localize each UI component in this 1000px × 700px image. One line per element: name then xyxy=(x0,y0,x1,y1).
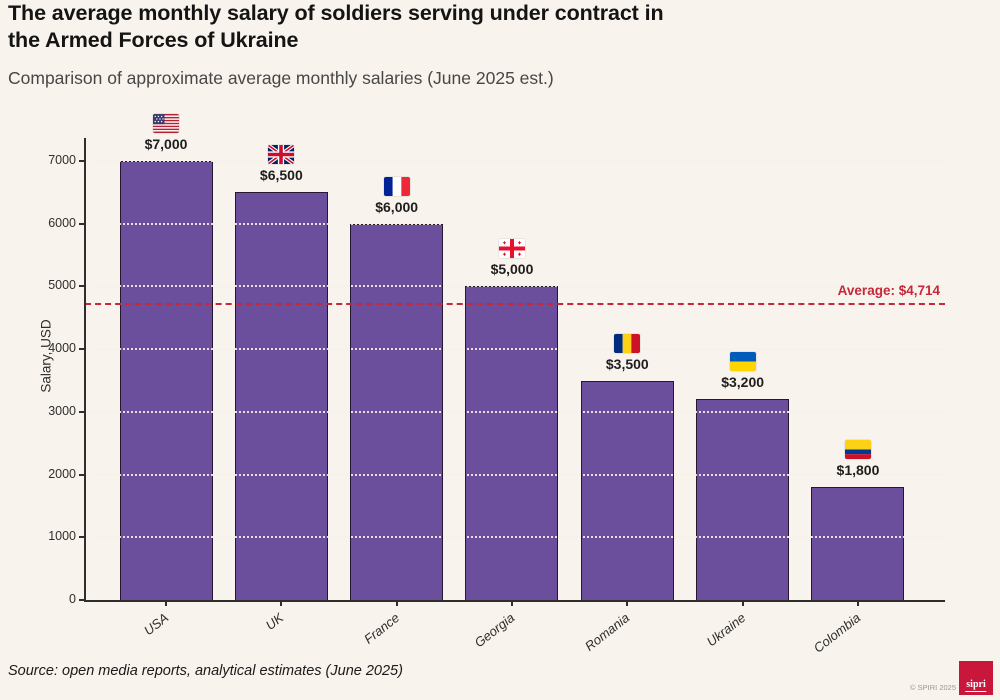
bar-uk xyxy=(234,192,328,600)
ro-flag-icon xyxy=(614,333,641,353)
value-label-uk: $6,500 xyxy=(259,167,303,184)
x-tick-colombia xyxy=(856,602,859,606)
value-label-romania: $3,500 xyxy=(605,355,649,372)
gridline-6000 xyxy=(86,222,945,225)
y-tick-6000 xyxy=(79,222,84,225)
y-tick-1000 xyxy=(79,536,84,539)
value-label-georgia: $5,000 xyxy=(490,261,534,278)
y-tick-label-7000: 7000 xyxy=(48,153,76,167)
x-tick-uk xyxy=(280,602,283,606)
ge-flag-icon xyxy=(498,239,525,259)
sipri-logo: sipri xyxy=(959,661,993,695)
y-tick-4000 xyxy=(79,348,84,351)
value-label-ukraine: $3,200 xyxy=(721,374,765,391)
x-axis-line xyxy=(84,600,945,602)
y-tick-0 xyxy=(79,599,84,601)
gridline-4000 xyxy=(86,348,945,351)
y-tick-2000 xyxy=(79,473,84,476)
gridline-5000 xyxy=(86,285,945,288)
y-tick-label-4000: 4000 xyxy=(48,341,76,356)
y-tick-3000 xyxy=(79,410,84,413)
x-tick-romania xyxy=(626,602,629,606)
gridline-7000 xyxy=(86,160,945,162)
bar-ukraine xyxy=(696,399,790,600)
y-tick-7000 xyxy=(79,160,84,162)
page-subtitle: Comparison of approximate average monthl… xyxy=(8,68,554,88)
y-tick-label-6000: 6000 xyxy=(48,215,76,230)
x-label-colombia: Colombia xyxy=(810,610,864,656)
uk-flag-icon xyxy=(268,145,295,165)
value-label-usa: $7,000 xyxy=(144,136,188,152)
bar-usa xyxy=(119,161,213,600)
x-label-usa: USA xyxy=(140,610,172,639)
sipri-logo-text: sipri xyxy=(965,679,987,692)
y-tick-label-0: 0 xyxy=(69,592,76,606)
gridline-3000 xyxy=(86,410,945,413)
gridline-2000 xyxy=(86,473,945,476)
bar-colombia xyxy=(811,487,905,600)
co-flag-icon xyxy=(844,440,871,460)
value-label-france: $6,000 xyxy=(375,198,419,215)
average-line xyxy=(85,303,945,306)
average-line-label: Average: $4,714 xyxy=(837,283,940,299)
gridline-1000 xyxy=(86,536,945,539)
y-tick-label-1000: 1000 xyxy=(48,529,76,544)
y-tick-label-2000: 2000 xyxy=(48,466,76,481)
fr-flag-icon xyxy=(383,176,410,196)
y-axis-line xyxy=(84,138,86,602)
x-label-georgia: Georgia xyxy=(471,610,518,651)
x-tick-ukraine xyxy=(741,602,744,606)
page-title: The average monthly salary of soldiers s… xyxy=(8,1,664,53)
x-label-france: France xyxy=(360,610,402,647)
y-axis-title: Salary, USD xyxy=(38,319,54,393)
x-tick-georgia xyxy=(510,602,513,606)
y-tick-label-5000: 5000 xyxy=(48,278,76,293)
ua-flag-icon xyxy=(729,352,756,372)
source-note: Source: open media reports, analytical e… xyxy=(8,663,403,679)
bar-georgia xyxy=(465,286,559,600)
x-tick-usa xyxy=(165,602,167,606)
value-label-colombia: $1,800 xyxy=(836,462,880,479)
x-tick-france xyxy=(395,602,398,606)
y-tick-5000 xyxy=(79,285,84,288)
x-label-romania: Romania xyxy=(582,610,633,654)
x-label-ukraine: Ukraine xyxy=(703,610,748,650)
bar-romania xyxy=(580,380,674,600)
y-tick-label-3000: 3000 xyxy=(48,403,76,418)
copyright-text: © SPIRI 2025 xyxy=(910,683,956,692)
x-label-uk: UK xyxy=(263,610,287,633)
us-flag-icon xyxy=(153,114,179,133)
